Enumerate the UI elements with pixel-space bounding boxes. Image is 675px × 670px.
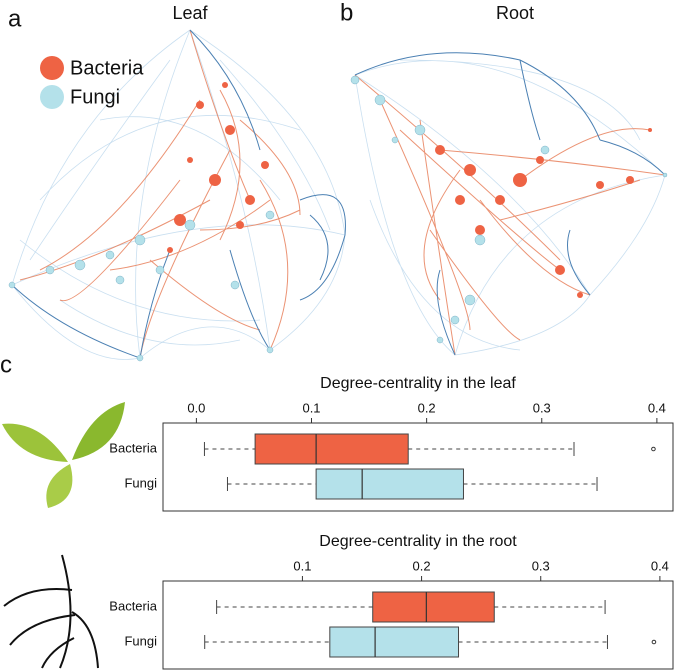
category-label: Bacteria	[109, 598, 157, 613]
chart-title: Degree-centrality in the leaf	[320, 375, 516, 392]
legend-label: Fungi	[70, 86, 120, 108]
leaf-network	[8, 29, 346, 362]
plot-frame	[162, 580, 674, 670]
box	[315, 468, 464, 500]
category-label: Bacteria	[109, 440, 157, 455]
x-tick-label: 0.2	[418, 400, 436, 415]
panel-label: b	[340, 0, 353, 26]
x-tick-label: 0.0	[187, 400, 205, 415]
x-tick-label: 0.3	[533, 400, 551, 415]
root-network	[350, 52, 668, 356]
category-label: Fungi	[124, 475, 157, 490]
x-tick-label: 0.1	[302, 400, 320, 415]
network-title: Leaf	[172, 3, 208, 23]
x-tick-label: 0.3	[532, 558, 550, 573]
outlier	[651, 639, 657, 645]
legend-marker	[40, 56, 64, 80]
box-charts: Degree-centrality in the leaf 0.0 0.1 0.2 0.…	[109, 375, 674, 670]
panel-label: a	[8, 5, 22, 32]
plot-frame	[162, 422, 674, 512]
category-label: Fungi	[124, 633, 157, 648]
root-icon	[3, 554, 99, 669]
legend-label: Bacteria	[70, 57, 144, 79]
network-title: Root	[496, 3, 534, 23]
leaf-icon	[2, 402, 125, 508]
x-tick-label: 0.1	[293, 558, 311, 573]
x-tick-label: 0.2	[413, 558, 431, 573]
x-tick-label: 0.4	[651, 558, 669, 573]
x-tick-label: 0.4	[648, 400, 666, 415]
box	[372, 591, 495, 623]
legend: Bacteria Fungi	[40, 56, 144, 109]
panel-label: c	[0, 351, 12, 378]
box	[254, 433, 409, 465]
legend-marker	[40, 85, 64, 109]
outlier	[651, 446, 656, 452]
box	[329, 626, 460, 658]
chart-title: Degree-centrality in the root	[319, 533, 517, 550]
